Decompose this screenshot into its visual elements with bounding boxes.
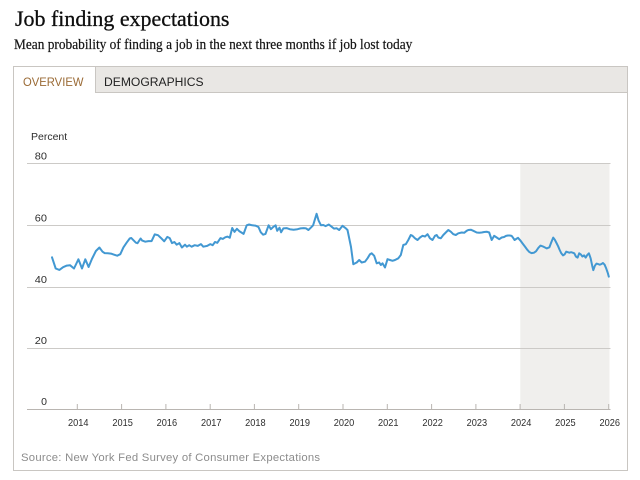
svg-text:20: 20: [35, 335, 47, 347]
svg-text:2018: 2018: [245, 417, 266, 429]
svg-text:2020: 2020: [334, 417, 355, 429]
svg-text:2017: 2017: [201, 417, 222, 429]
svg-text:2015: 2015: [112, 417, 133, 429]
svg-text:2025: 2025: [555, 417, 576, 429]
svg-text:2014: 2014: [68, 417, 89, 429]
svg-text:80: 80: [35, 151, 47, 163]
svg-text:2019: 2019: [289, 417, 310, 429]
svg-text:2024: 2024: [511, 417, 532, 429]
svg-text:60: 60: [35, 213, 47, 225]
svg-text:2022: 2022: [422, 417, 443, 429]
svg-text:2023: 2023: [467, 417, 488, 429]
svg-text:2026: 2026: [599, 417, 620, 429]
svg-text:Percent: Percent: [31, 131, 67, 143]
svg-text:40: 40: [35, 274, 47, 286]
svg-text:2016: 2016: [157, 417, 178, 429]
svg-text:0: 0: [41, 396, 47, 408]
svg-text:2021: 2021: [378, 417, 399, 429]
